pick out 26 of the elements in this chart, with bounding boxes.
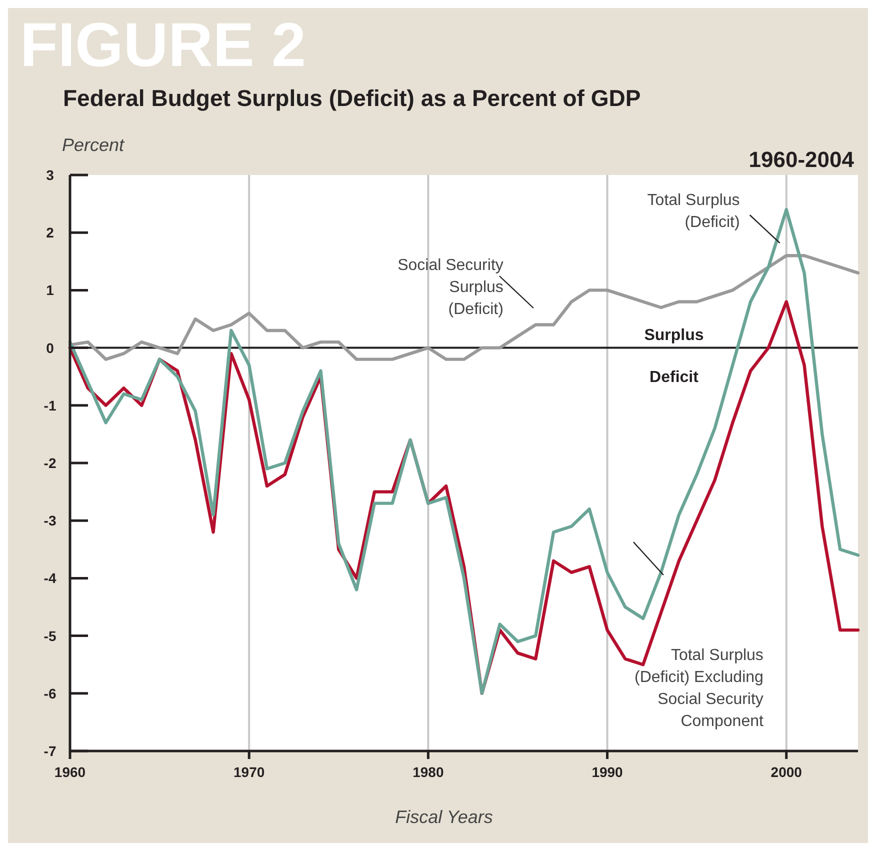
x-tick-label: 1960 [54, 764, 86, 780]
y-tick-label: -2 [44, 455, 56, 471]
y-tick-label: 3 [46, 167, 54, 183]
y-tick-label: -4 [44, 570, 56, 586]
y-tick-label: -5 [44, 628, 56, 644]
y-tick-label: 2 [46, 224, 54, 241]
y-tick-label: 0 [46, 340, 54, 356]
annotation: Surplus [644, 326, 704, 344]
x-tick-label: 1970 [234, 764, 265, 780]
y-tick-label: -3 [44, 512, 56, 529]
x-tick-label: 1980 [412, 764, 444, 780]
y-axis-title: Percent [62, 135, 126, 155]
x-tick-label: 1990 [592, 764, 624, 780]
x-tick-label: 2000 [770, 764, 802, 780]
y-tick-label: -7 [44, 743, 56, 759]
chart-subtitle: 1960-2004 [748, 147, 855, 172]
y-tick-label: -1 [44, 397, 56, 414]
series-label: Social Security Surplus (Deficit) [398, 257, 504, 318]
y-tick-label: 1 [46, 282, 54, 298]
text: Total Surplus (Deficit) [647, 192, 740, 231]
line-series [68, 254, 860, 361]
chart-title: Federal Budget Surplus (Deficit) as a Percent of GDP [63, 85, 641, 111]
series-label: Total Surplus (Deficit) Excluding Social Security Component [634, 647, 764, 730]
annotation: Deficit [650, 368, 700, 386]
y-tick-label: -6 [44, 685, 56, 702]
x-axis-title: Fiscal Years [395, 807, 493, 827]
